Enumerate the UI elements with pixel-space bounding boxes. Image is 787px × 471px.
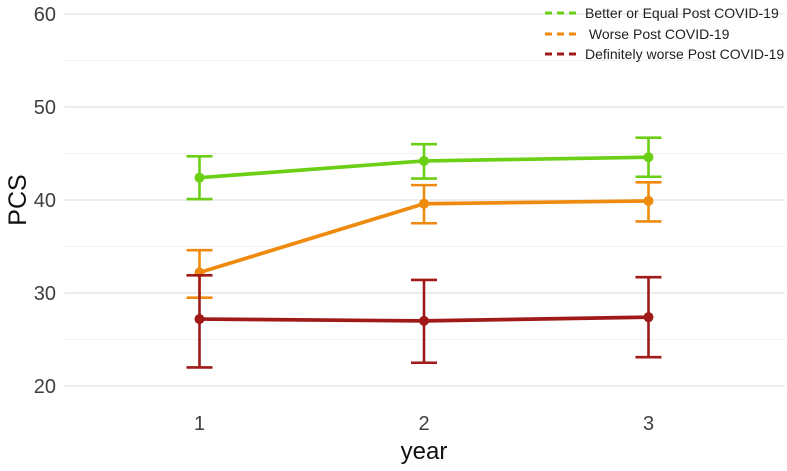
series-1	[186, 181, 662, 299]
legend-key-dashed-line-icon	[545, 52, 576, 56]
data-point	[194, 172, 205, 183]
series-2	[186, 274, 662, 369]
y-axis-title: PCS	[4, 174, 32, 225]
data-point	[643, 195, 654, 206]
data-point	[194, 314, 205, 325]
chart-legend: Better or Equal Post COVID-19 Worse Post…	[545, 3, 784, 65]
series-layer	[186, 136, 662, 369]
gridlines	[64, 13, 785, 387]
data-point	[643, 312, 654, 323]
series-0	[186, 136, 662, 201]
legend-item-2: Definitely worse Post COVID-19	[545, 44, 784, 65]
data-point	[419, 315, 429, 326]
x-tick-label: 2	[418, 413, 429, 435]
x-tick-label: 3	[643, 413, 654, 435]
legend-item-0: Better or Equal Post COVID-19	[545, 3, 784, 24]
legend-item-1: Worse Post COVID-19	[545, 24, 784, 45]
y-tick-label: 50	[34, 97, 56, 119]
y-tick-label: 20	[34, 376, 56, 398]
legend-key-dashed-line-icon	[545, 11, 576, 15]
legend-label: Definitely worse Post COVID-19	[585, 46, 785, 62]
y-tick-label: 40	[34, 190, 56, 212]
x-axis-title: year	[401, 438, 448, 465]
data-point	[419, 155, 429, 166]
y-tick-label: 30	[34, 283, 56, 305]
x-tick-label: 1	[194, 413, 205, 435]
legend-key-dashed-line-icon	[545, 32, 576, 36]
legend-label: Better or Equal Post COVID-19	[585, 5, 779, 21]
y-tick-label: 60	[34, 4, 56, 26]
legend-label: Worse Post COVID-19	[585, 25, 730, 42]
data-point	[643, 152, 654, 163]
data-point	[419, 198, 429, 209]
axis-tick-labels: 60 50 40 30 20 1 2 3	[34, 4, 654, 435]
